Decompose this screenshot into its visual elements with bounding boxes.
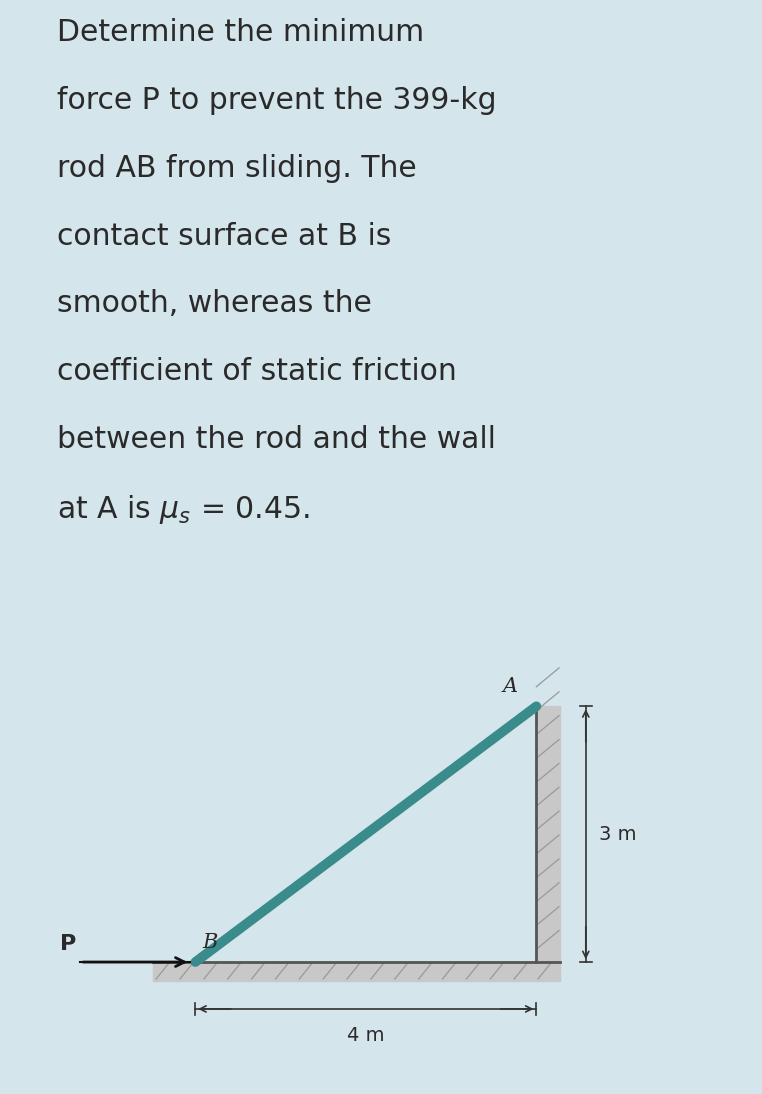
Text: B: B	[202, 933, 218, 952]
Text: P: P	[59, 933, 76, 954]
Text: Determine the minimum: Determine the minimum	[57, 18, 424, 47]
Text: at A is $\mu_s$ = 0.45.: at A is $\mu_s$ = 0.45.	[57, 493, 309, 526]
Text: 3 m: 3 m	[600, 825, 637, 843]
Polygon shape	[152, 962, 560, 981]
Text: coefficient of static friction: coefficient of static friction	[57, 358, 457, 386]
Text: between the rod and the wall: between the rod and the wall	[57, 426, 496, 454]
Text: contact surface at B is: contact surface at B is	[57, 221, 392, 251]
Text: 4 m: 4 m	[347, 1026, 385, 1045]
Text: force P to prevent the 399-kg: force P to prevent the 399-kg	[57, 85, 497, 115]
Text: A: A	[502, 677, 517, 696]
Text: smooth, whereas the: smooth, whereas the	[57, 290, 372, 318]
Polygon shape	[536, 707, 560, 962]
Text: rod AB from sliding. The: rod AB from sliding. The	[57, 153, 417, 183]
